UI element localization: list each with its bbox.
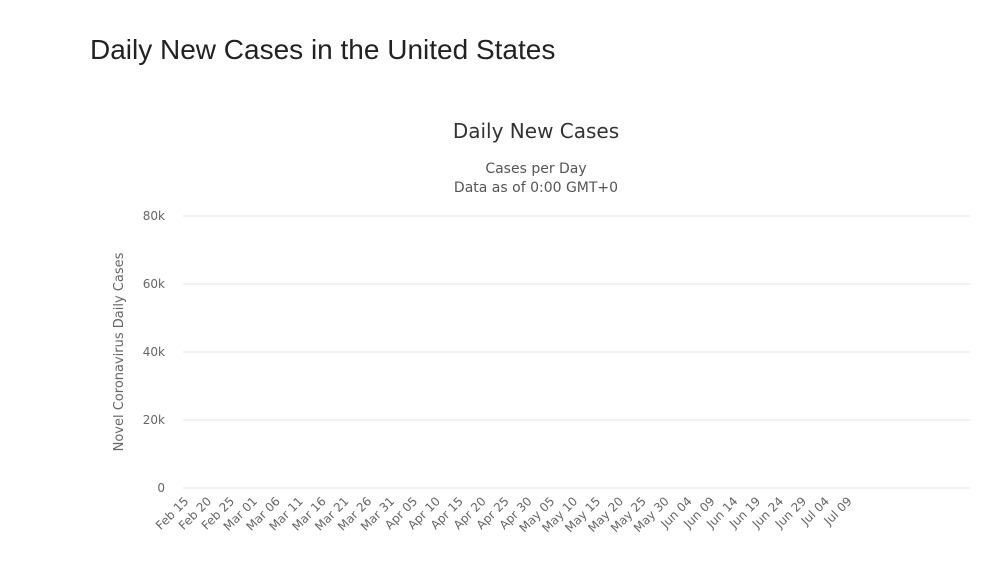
y-axis-title: Novel Coronavirus Daily Cases [112, 252, 127, 451]
y-tick-label: 60k [143, 277, 165, 291]
gridlines [183, 215, 970, 489]
chart-subtitle-line-1: Cases per Day [485, 161, 586, 177]
y-tick-label: 0 [157, 481, 165, 495]
chart-title: Daily New Cases [453, 119, 619, 143]
page-title: Daily New Cases in the United States [90, 34, 556, 65]
y-tick-label: 80k [143, 209, 165, 223]
y-tick-label: 40k [143, 345, 165, 359]
chart-subtitle-line-2: Data as of 0:00 GMT+0 [454, 180, 618, 196]
y-tick-label: 20k [143, 413, 165, 427]
y-axis-ticks: 0 20k 40k 60k 80k [143, 209, 165, 495]
